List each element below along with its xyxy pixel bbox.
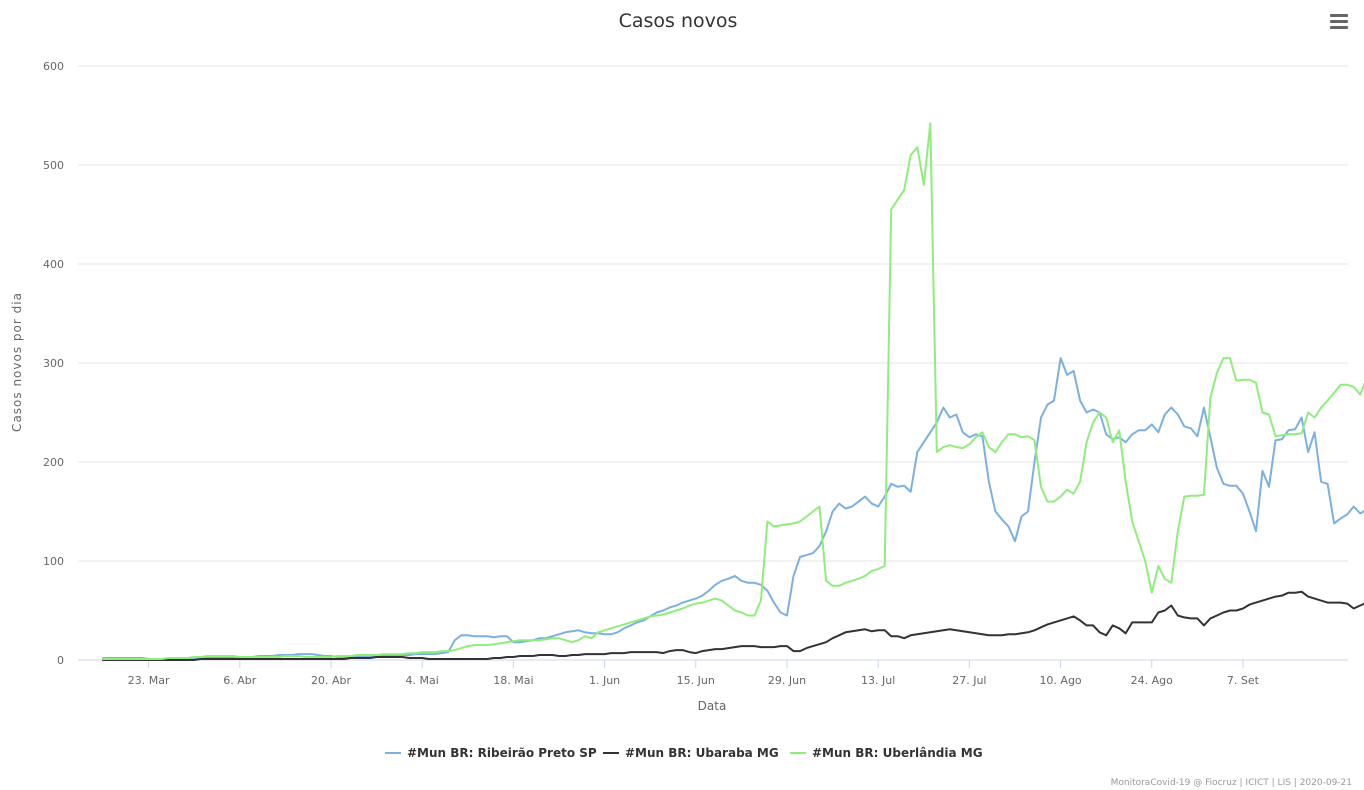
grid-lines — [78, 65, 1348, 661]
x-tick-label: 18. Mai — [493, 674, 533, 687]
x-tick-label: 29. Jun — [768, 674, 806, 687]
x-tick-label: 7. Set — [1227, 674, 1260, 687]
x-tick-label: 24. Ago — [1131, 674, 1173, 687]
y-tick-label: 200 — [43, 456, 64, 469]
x-tick-label: 27. Jul — [952, 674, 986, 687]
x-axis: 23. Mar 6. Abr 20. Abr 4. Mai 18. Mai 1. Jun 1… — [128, 660, 1260, 687]
y-tick-label: 500 — [43, 159, 64, 172]
series-line-2[interactable] — [102, 122, 1364, 660]
x-tick-label: 1. Jun — [589, 674, 620, 687]
y-axis: 0 100 200 300 400 500 600 — [43, 60, 64, 667]
legend-item-1[interactable]: #Mun BR: Ubaraba MG — [603, 746, 779, 760]
x-tick-label: 15. Jun — [677, 674, 715, 687]
x-axis-label: Data — [698, 699, 727, 713]
series-line-1[interactable] — [102, 576, 1364, 661]
credits[interactable]: MonitoraCovid-19 @ Fiocruz | ICICT | LIS… — [1111, 778, 1352, 788]
legend: #Mun BR: Ribeirão Preto SP #Mun BR: Ubara… — [385, 746, 983, 760]
series-line-0[interactable] — [102, 357, 1364, 660]
series-lines — [102, 122, 1364, 661]
y-axis-label: Casos novos por dia — [10, 292, 24, 432]
x-tick-label: 20. Abr — [311, 674, 351, 687]
hamburger-menu-icon[interactable] — [1330, 14, 1348, 32]
x-tick-label: 4. Mai — [406, 674, 439, 687]
legend-label: #Mun BR: Ubaraba MG — [625, 746, 779, 760]
legend-item-0[interactable]: #Mun BR: Ribeirão Preto SP — [385, 746, 597, 760]
x-tick-label: 23. Mar — [128, 674, 170, 687]
y-tick-label: 400 — [43, 258, 64, 271]
menu-bar — [1330, 14, 1348, 17]
legend-item-2[interactable]: #Mun BR: Uberlândia MG — [790, 746, 983, 760]
y-tick-label: 0 — [57, 654, 64, 667]
x-tick-label: 6. Abr — [223, 674, 256, 687]
chart-title: Casos novos — [619, 10, 738, 32]
legend-label: #Mun BR: Ribeirão Preto SP — [407, 746, 597, 760]
menu-bar — [1330, 20, 1348, 23]
legend-label: #Mun BR: Uberlândia MG — [812, 746, 983, 760]
menu-bar — [1330, 26, 1348, 29]
x-tick-label: 10. Ago — [1039, 674, 1081, 687]
y-tick-label: 300 — [43, 357, 64, 370]
y-tick-label: 100 — [43, 555, 64, 568]
x-tick-label: 13. Jul — [861, 674, 895, 687]
y-tick-label: 600 — [43, 60, 64, 73]
